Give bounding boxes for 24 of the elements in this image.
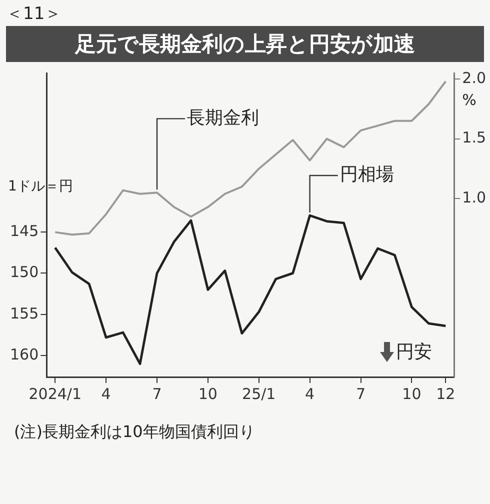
y-tick-label: 155 (10, 304, 39, 322)
x-tick-label: 7 (356, 384, 366, 403)
x-tick-label: 12 (436, 384, 456, 403)
y-tick-label: 145 (10, 222, 39, 240)
text: ＜11＞ (6, 3, 62, 25)
x-tick-label: 4 (305, 384, 315, 403)
annotation: 円安 (396, 342, 432, 363)
x-tick-label: 7 (152, 384, 162, 403)
x-tick-label: 10 (402, 384, 422, 403)
x-tick-label: 10 (198, 384, 218, 403)
text: 円相場 (340, 164, 394, 186)
y-tick-label: 150 (10, 263, 39, 282)
chart-title: 足元で長期金利の上昇と円安が加速 (6, 26, 484, 62)
y-tick-label: 160 (10, 345, 39, 364)
y-axis-title: 1ドル＝円 (8, 178, 73, 195)
x-tick-label: 25/1 (242, 384, 276, 403)
y2-tick-label: 2.0 (462, 68, 486, 87)
y2-tick-label: 1.5 (462, 128, 486, 147)
x-tick-label: 4 (101, 384, 111, 403)
y2-axis-title: % (462, 90, 476, 109)
y2-tick-label: 1.0 (462, 188, 486, 207)
x-tick-label: 2024/1 (28, 384, 82, 403)
text: (注)長期金利は10年物国債利回り (14, 422, 255, 443)
series-label: 長期金利 (187, 107, 259, 128)
